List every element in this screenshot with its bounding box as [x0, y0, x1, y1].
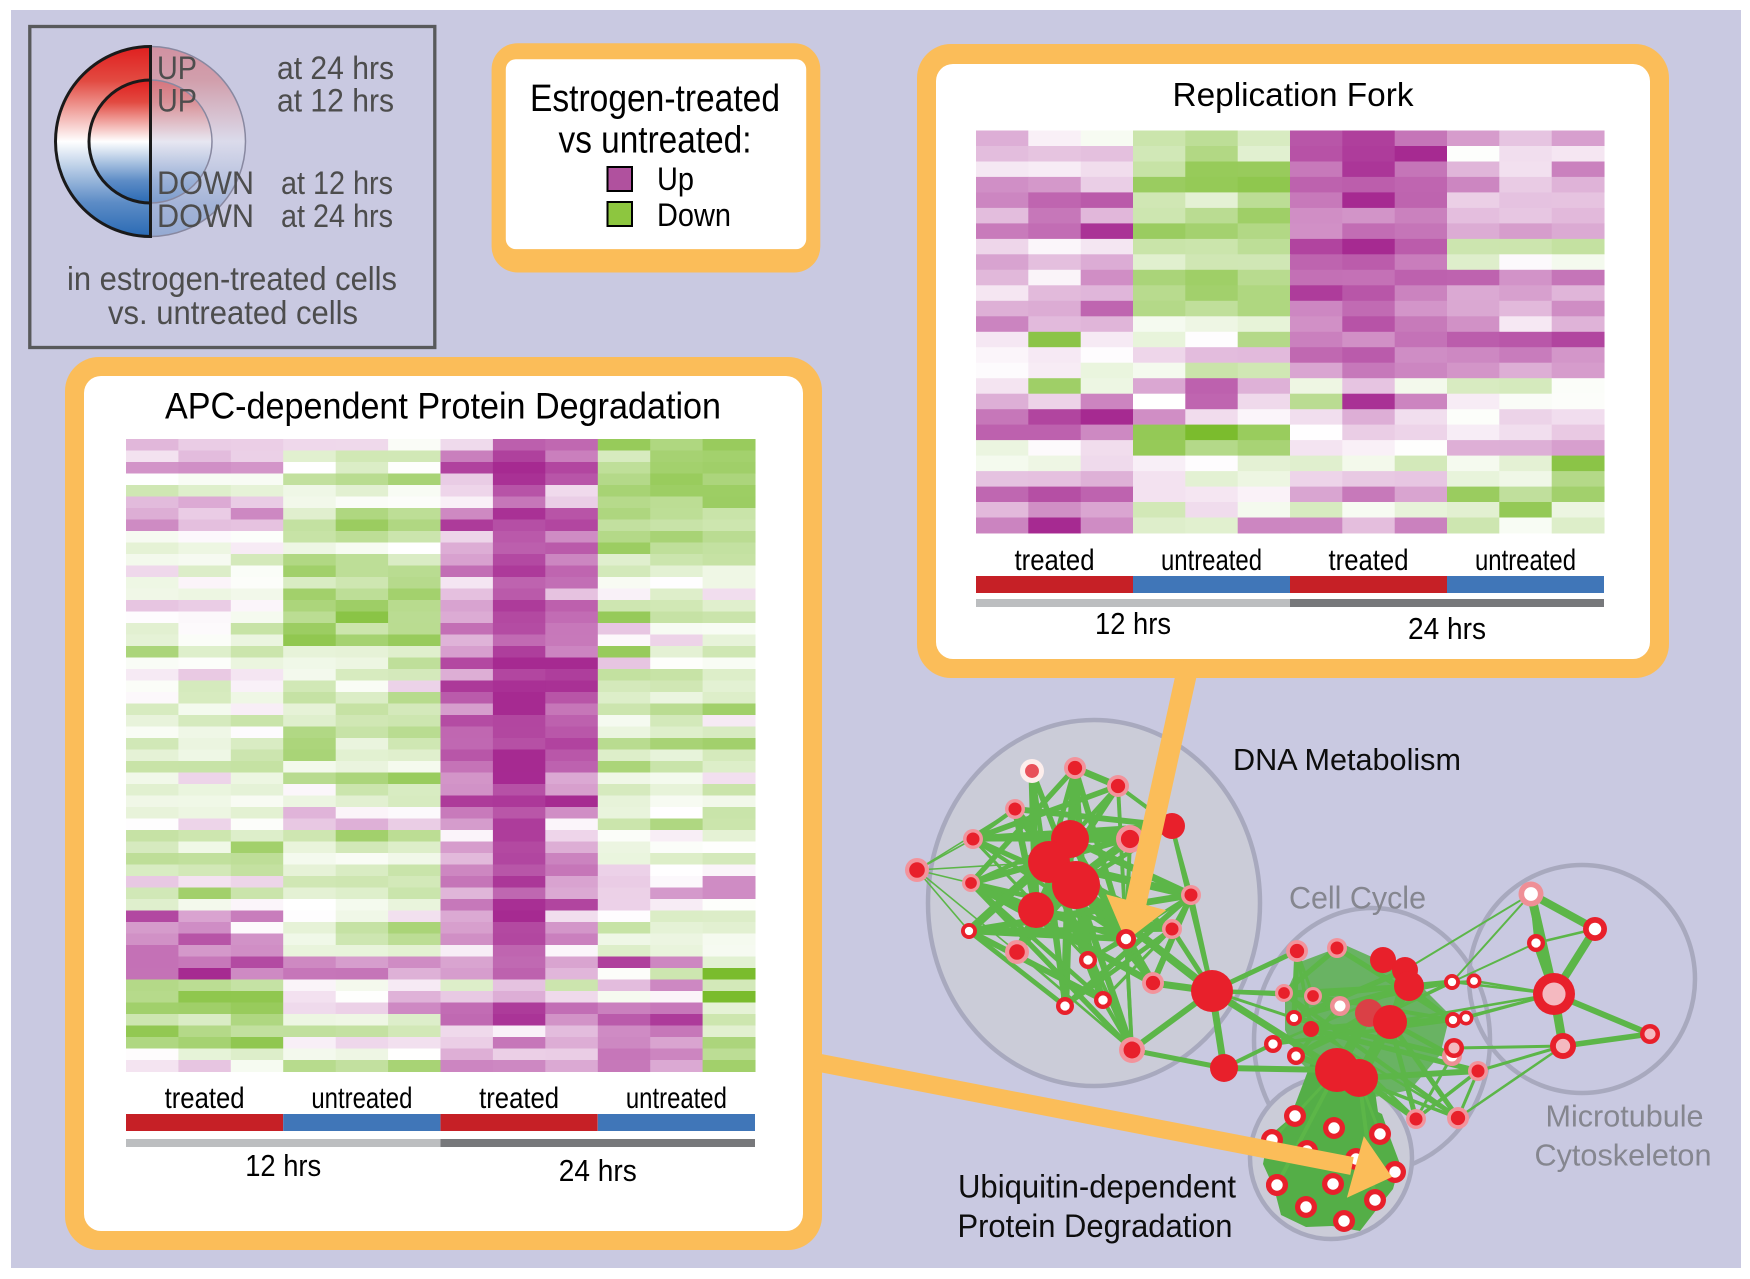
svg-text:24 hrs: 24 hrs: [1408, 611, 1486, 646]
svg-text:DOWN: DOWN: [157, 165, 254, 201]
svg-text:Cytoskeleton: Cytoskeleton: [1535, 1139, 1712, 1173]
svg-text:at 24 hrs: at 24 hrs: [281, 198, 393, 234]
svg-text:Ubiquitin-dependent: Ubiquitin-dependent: [958, 1169, 1236, 1205]
svg-text:24 hrs: 24 hrs: [559, 1153, 637, 1188]
svg-text:untreated: untreated: [1475, 544, 1576, 577]
svg-text:untreated: untreated: [1161, 544, 1262, 577]
svg-text:at 12 hrs: at 12 hrs: [277, 83, 394, 119]
svg-text:at 24 hrs: at 24 hrs: [277, 50, 394, 86]
svg-text:Microtubule: Microtubule: [1546, 1100, 1704, 1134]
svg-text:Replication Fork: Replication Fork: [1173, 77, 1414, 114]
svg-text:Protein Degradation: Protein Degradation: [958, 1208, 1233, 1244]
svg-text:vs. untreated cells: vs. untreated cells: [108, 294, 358, 331]
svg-text:at 12 hrs: at 12 hrs: [281, 165, 393, 201]
svg-text:UP: UP: [157, 50, 197, 86]
svg-text:Down: Down: [657, 197, 731, 233]
svg-text:vs untreated:: vs untreated:: [559, 120, 752, 162]
svg-text:treated: treated: [479, 1082, 559, 1115]
svg-text:untreated: untreated: [311, 1082, 412, 1115]
svg-text:Estrogen-treated: Estrogen-treated: [530, 78, 780, 120]
svg-text:APC-dependent Protein Degradat: APC-dependent Protein Degradation: [165, 385, 721, 427]
svg-text:UP: UP: [157, 83, 197, 119]
svg-text:untreated: untreated: [626, 1082, 727, 1115]
svg-text:DNA Metabolism: DNA Metabolism: [1233, 743, 1461, 777]
svg-text:12 hrs: 12 hrs: [245, 1148, 321, 1183]
svg-text:in estrogen-treated cells: in estrogen-treated cells: [67, 260, 397, 297]
svg-text:Up: Up: [657, 161, 694, 197]
svg-text:treated: treated: [165, 1082, 245, 1115]
svg-text:12 hrs: 12 hrs: [1095, 606, 1171, 641]
svg-text:Cell Cycle: Cell Cycle: [1289, 880, 1426, 916]
svg-text:treated: treated: [1329, 544, 1409, 577]
svg-text:treated: treated: [1015, 544, 1095, 577]
svg-text:DOWN: DOWN: [157, 198, 254, 234]
